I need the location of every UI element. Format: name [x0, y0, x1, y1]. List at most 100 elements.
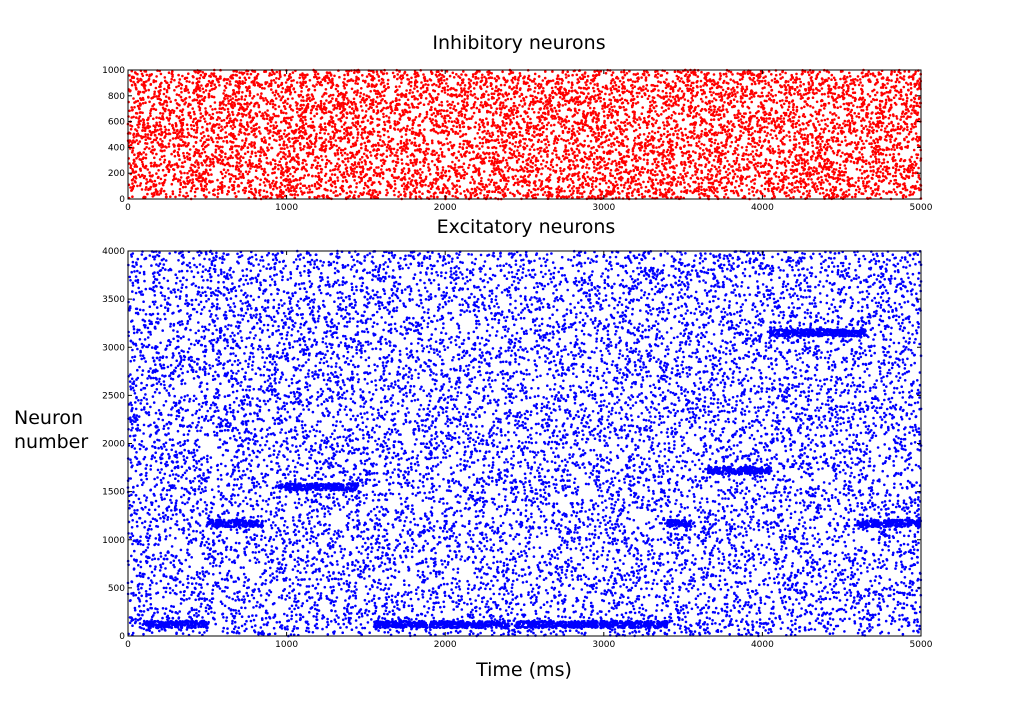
spike-point: [160, 188, 163, 191]
spike-point: [377, 93, 380, 96]
spike-point: [715, 111, 718, 114]
spike-point: [804, 164, 807, 167]
spike-point: [304, 81, 307, 84]
spike-point: [864, 190, 867, 193]
spike-point: [867, 185, 870, 188]
spike-point: [589, 158, 592, 161]
spike-point: [864, 177, 867, 180]
spike-point: [870, 117, 873, 120]
spike-point: [423, 128, 426, 131]
spike-point: [408, 139, 411, 142]
spike-point: [723, 115, 726, 118]
spike-point: [325, 129, 328, 132]
spike-point: [806, 154, 809, 157]
spike-point: [852, 88, 855, 91]
spike-point: [277, 85, 280, 88]
spike-point: [359, 125, 362, 128]
spike-point: [876, 168, 879, 171]
spike-point: [139, 111, 142, 114]
spike-point: [565, 73, 568, 76]
spike-point: [717, 170, 720, 173]
spike-point: [521, 105, 524, 108]
spike-point: [846, 76, 849, 79]
spike-point: [474, 137, 477, 140]
spike-point: [144, 101, 147, 104]
spike-point: [751, 137, 754, 140]
spike-point: [736, 86, 739, 89]
spike-point: [620, 176, 623, 179]
spike-point: [352, 136, 355, 139]
spike-point: [794, 132, 797, 135]
spike-point: [394, 183, 397, 186]
spike-point: [364, 182, 367, 185]
spike-point: [635, 154, 638, 157]
spike-point: [480, 96, 483, 99]
spike-point: [466, 94, 469, 97]
spike-point: [878, 158, 881, 161]
spike-point: [356, 82, 359, 85]
spike-point: [226, 122, 229, 125]
spike-point: [623, 130, 626, 133]
spike-point: [272, 135, 275, 138]
spike-point: [551, 70, 554, 73]
spike-point: [524, 166, 527, 169]
spike-point: [195, 141, 198, 144]
spike-point: [270, 147, 273, 150]
spike-point: [298, 77, 301, 80]
spike-point: [748, 188, 751, 191]
spike-point: [173, 89, 176, 92]
spike-point: [576, 74, 579, 77]
spike-point: [317, 172, 320, 175]
spike-point: [376, 96, 379, 99]
spike-point: [698, 158, 701, 161]
spike-point: [723, 124, 726, 127]
spike-point: [274, 108, 277, 111]
spike-point: [785, 169, 788, 172]
spike-point: [393, 148, 396, 151]
spike-point: [339, 193, 342, 196]
spike-point: [795, 126, 798, 129]
spike-point: [424, 83, 427, 86]
spike-point: [731, 165, 734, 168]
spike-point: [466, 118, 469, 121]
spike-point: [850, 82, 853, 85]
spike-point: [389, 154, 392, 157]
spike-point: [896, 186, 899, 189]
spike-point: [160, 163, 163, 166]
spike-point: [792, 106, 795, 109]
spike-point: [509, 142, 512, 145]
spike-point: [356, 128, 359, 131]
spike-point: [187, 142, 190, 145]
spike-point: [212, 80, 215, 83]
spike-point: [522, 118, 525, 121]
spike-point: [454, 132, 457, 135]
spike-point: [318, 178, 321, 181]
spike-point: [333, 135, 336, 138]
spike-point: [438, 85, 441, 88]
spike-point: [354, 175, 357, 178]
spike-point: [564, 103, 567, 106]
spike-point: [476, 186, 479, 189]
spike-point: [883, 92, 886, 95]
spike-point: [877, 111, 880, 114]
spike-point: [299, 182, 302, 185]
spike-point: [900, 89, 903, 92]
spike-point: [208, 191, 211, 194]
spike-point: [505, 183, 508, 186]
spike-point: [221, 187, 224, 190]
spike-point: [859, 156, 862, 159]
spike-point: [160, 178, 163, 181]
spike-point: [593, 97, 596, 100]
spike-point: [463, 122, 466, 125]
spike-point: [302, 104, 305, 107]
spike-point: [187, 195, 190, 198]
spike-point: [898, 169, 901, 172]
spike-point: [479, 126, 482, 129]
spike-point: [907, 89, 910, 92]
spike-point: [695, 115, 698, 118]
spike-point: [394, 187, 397, 190]
spike-point: [366, 149, 369, 152]
spike-point: [614, 122, 617, 125]
spike-point: [249, 90, 252, 93]
spike-point: [608, 180, 611, 183]
